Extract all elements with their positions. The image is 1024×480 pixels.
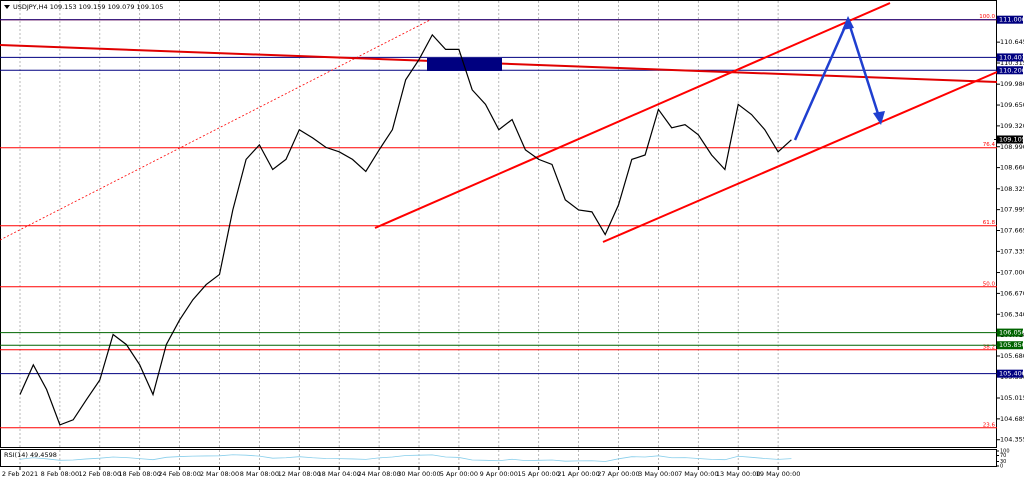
level-box xyxy=(997,369,1023,378)
y-tick-label: 107.995 xyxy=(1000,206,1024,214)
level-box xyxy=(997,328,1023,337)
arrow-head xyxy=(873,111,885,125)
y-tick-label: 108.990 xyxy=(1000,143,1024,151)
x-tick-label: 12 Mar 08:00 xyxy=(278,470,321,478)
x-tick-label: 15 Apr 00:00 xyxy=(518,470,560,478)
y-tick-label: 104.685 xyxy=(1000,415,1024,423)
level-label: 105.400 xyxy=(999,370,1024,378)
y-tick-label: 107.000 xyxy=(1000,269,1024,277)
zone-box xyxy=(427,58,502,71)
last-price-box xyxy=(997,135,1023,144)
dotted-trendline xyxy=(0,19,431,241)
channel-upper xyxy=(374,2,891,229)
level-label: 105.850 xyxy=(999,341,1024,349)
y-tick-label: 106.670 xyxy=(1000,289,1024,297)
arrow-head xyxy=(842,16,854,30)
level-box xyxy=(997,66,1023,75)
x-tick-label: 18 Feb 08:00 xyxy=(118,470,161,478)
level-label: 111.000 xyxy=(999,16,1024,24)
y-tick-label: 107.665 xyxy=(1000,227,1024,235)
grid xyxy=(19,1,779,466)
x-tick-label: 9 Apr 00:00 xyxy=(480,470,518,478)
rsi-line xyxy=(19,454,792,462)
x-tick-label: 24 Mar 08:00 xyxy=(357,470,400,478)
fib-label: 50.0 xyxy=(983,281,996,287)
rsi-frame xyxy=(0,449,997,467)
fib-label: 76.4 xyxy=(983,142,996,148)
x-tick-label: 18 Mar 04:00 xyxy=(317,470,360,478)
y-tick-label: 109.980 xyxy=(1000,80,1024,88)
level-label: 110.403 xyxy=(999,53,1024,61)
rsi-tick-label: 70 xyxy=(1000,453,1006,459)
x-tick-label: 12 Feb 08:00 xyxy=(78,470,121,478)
x-tick-label: 2 Mar 08:00 xyxy=(200,470,239,478)
fib-label: 38.2 xyxy=(983,344,995,350)
y-tick-label: 104.355 xyxy=(1000,436,1024,444)
x-tick-label: 24 Feb 08:00 xyxy=(158,470,201,478)
y-tick-label: 108.325 xyxy=(1000,185,1024,193)
y-tick-label: 108.660 xyxy=(1000,164,1024,172)
rsi-tick-label: 0 xyxy=(1000,464,1003,470)
level-box xyxy=(997,53,1023,62)
price-line xyxy=(19,33,792,426)
x-tick-label: 7 May 00:00 xyxy=(678,470,718,478)
level-box xyxy=(997,15,1023,24)
level-box xyxy=(997,341,1023,350)
rsi-label: RSI(14) 49.4598 xyxy=(4,451,57,459)
rsi-tick-label: 100 xyxy=(1000,449,1010,455)
fib-label: 61.8 xyxy=(983,220,996,226)
y-tick-label: 107.335 xyxy=(1000,247,1024,255)
x-tick-label: 27 Apr 00:00 xyxy=(597,470,639,478)
fib-label: 100.0 xyxy=(979,14,995,20)
y-tick-label: 110.645 xyxy=(1000,38,1024,46)
y-tick-label: 106.340 xyxy=(1000,310,1024,318)
last-price-label: 109.105 xyxy=(999,135,1024,143)
x-tick-label: 13 May 00:00 xyxy=(716,470,761,478)
x-tick-label: 8 Mar 08:00 xyxy=(240,470,279,478)
levels: 100.0 76.4 61.8 50.0 38.2 23.6 xyxy=(0,14,997,429)
x-tick-label: 30 Mar 00:00 xyxy=(397,470,440,478)
x-tick-label: 3 May 00:00 xyxy=(638,470,678,478)
fib-label: 23.6 xyxy=(983,422,996,428)
channel-lower xyxy=(602,71,998,243)
level-label: 106.050 xyxy=(999,329,1024,337)
level-label: 110.200 xyxy=(999,66,1024,74)
y-tick-label: 109.650 xyxy=(1000,101,1024,109)
rsi-tick-label: 30 xyxy=(1000,459,1006,465)
x-tick-label: 8 Feb 08:00 xyxy=(41,470,80,478)
x-tick-label: 5 Apr 00:00 xyxy=(440,470,478,478)
x-tick-label: 2 Feb 2021 xyxy=(2,470,38,478)
y-tick-label: 110.315 xyxy=(1000,59,1024,67)
main-frame xyxy=(0,0,997,448)
y-tick-label: 109.320 xyxy=(1000,122,1024,130)
chart-title: USDJPY,H4 109.153 109.159 109.079 109.10… xyxy=(13,3,163,11)
x-tick-label: 19 May 00:00 xyxy=(756,470,801,478)
y-tick-label: 105.680 xyxy=(1000,352,1024,360)
series xyxy=(19,33,792,426)
x-tick-label: 21 Apr 00:00 xyxy=(557,470,599,478)
menu-icon xyxy=(4,5,10,9)
y-tick-label: 105.015 xyxy=(1000,394,1024,402)
